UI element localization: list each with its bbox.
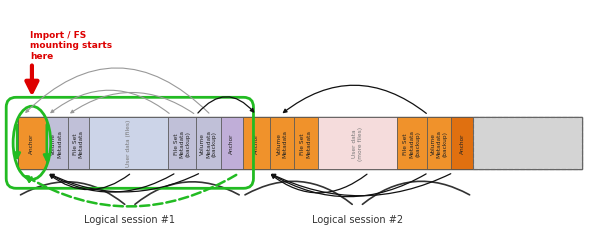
Bar <box>89 118 168 169</box>
Bar <box>242 118 270 169</box>
Text: Anchor: Anchor <box>229 133 234 153</box>
Text: User data (files): User data (files) <box>126 120 132 167</box>
Bar <box>221 118 242 169</box>
Bar <box>168 118 196 169</box>
Text: File Set
Metadata
(backup): File Set Metadata (backup) <box>404 129 420 157</box>
Text: Import / FS
mounting starts
here: Import / FS mounting starts here <box>30 31 112 60</box>
Bar <box>427 118 451 169</box>
Text: Volume
Metadata: Volume Metadata <box>277 129 287 157</box>
Text: Volume
Metadata
(backup): Volume Metadata (backup) <box>431 129 447 157</box>
Bar <box>318 118 397 169</box>
Bar <box>196 118 221 169</box>
Bar <box>270 118 294 169</box>
Bar <box>473 118 582 169</box>
Text: Anchor: Anchor <box>460 133 465 153</box>
Bar <box>397 118 427 169</box>
Bar <box>451 118 473 169</box>
Bar <box>67 118 89 169</box>
Text: Anchor: Anchor <box>30 133 34 153</box>
Text: File Set
Metadata
(backup): File Set Metadata (backup) <box>174 129 191 157</box>
Bar <box>18 118 46 169</box>
Bar <box>473 118 582 169</box>
Text: Volume
Metadata: Volume Metadata <box>51 129 62 157</box>
Text: User data
(more files): User data (more files) <box>352 126 363 160</box>
Text: Volume
Metadata
(backup): Volume Metadata (backup) <box>200 129 217 157</box>
Text: Logical session #2: Logical session #2 <box>312 214 403 224</box>
Text: Logical session #1: Logical session #1 <box>84 214 175 224</box>
Bar <box>18 118 582 169</box>
Bar <box>46 118 67 169</box>
Text: Anchor: Anchor <box>254 133 259 153</box>
Text: File Set
Metadata: File Set Metadata <box>73 129 84 157</box>
Text: File Set
Metadata: File Set Metadata <box>300 129 312 157</box>
Bar <box>294 118 318 169</box>
